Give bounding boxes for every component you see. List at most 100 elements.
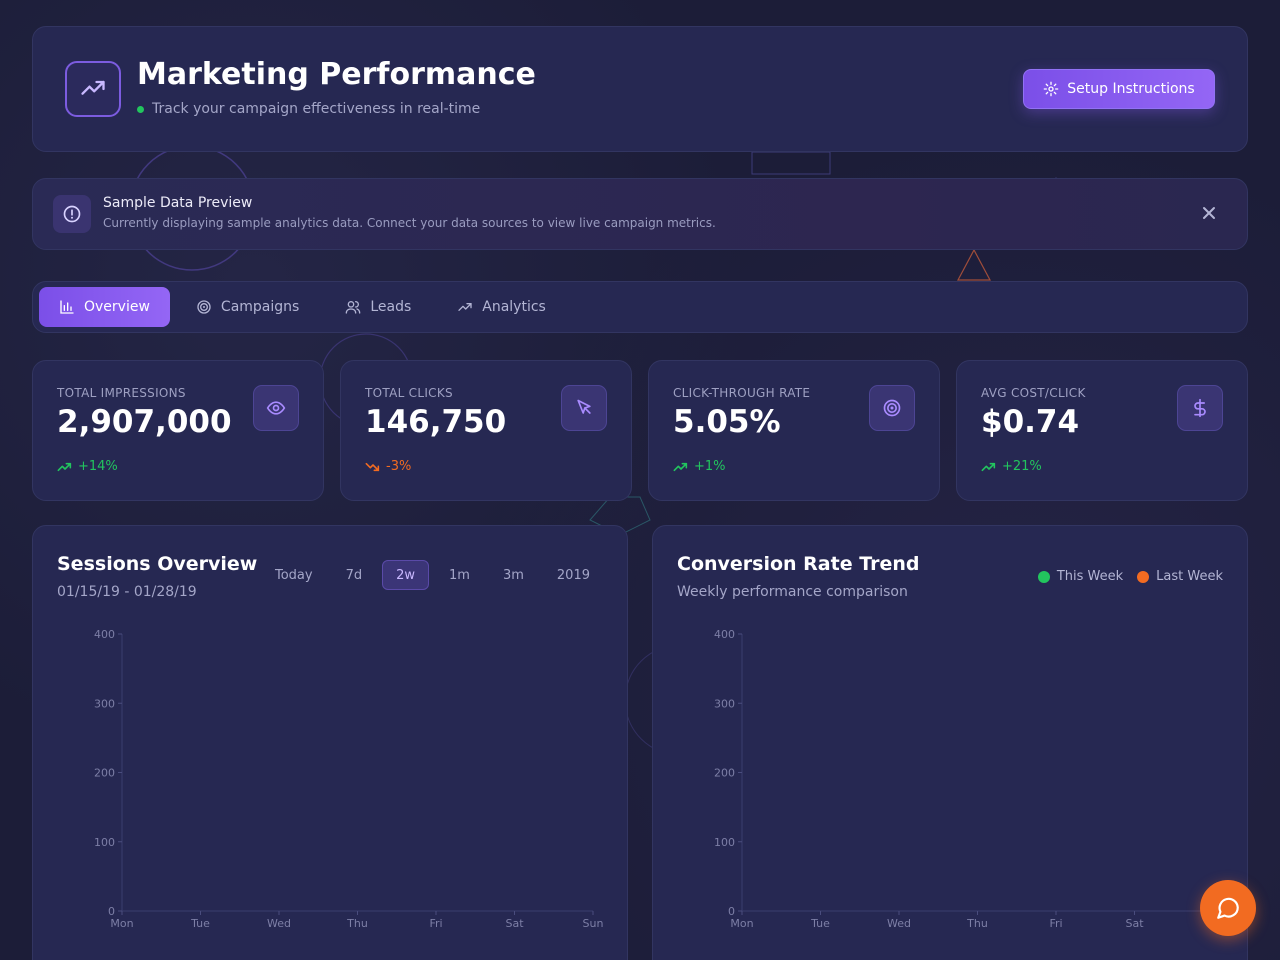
legend-label: This Week: [1056, 569, 1124, 584]
legend-this-week: This Week: [1037, 569, 1124, 584]
y-tick-label: 300: [714, 697, 735, 710]
sample-data-notice: Sample Data Preview Currently displaying…: [32, 178, 1248, 250]
tab-leads[interactable]: Leads: [325, 287, 431, 327]
page-subtitle: Track your campaign effectiveness in rea…: [152, 101, 481, 117]
kpi-label: AVG COST/CLICK: [981, 386, 1086, 400]
sessions-title: Sessions Overview: [57, 553, 258, 575]
kpi-card-cost-per-click: AVG COST/CLICK $0.74 +21%: [956, 360, 1248, 501]
kpi-card-clicks: TOTAL CLICKS 146,750 -3%: [340, 360, 632, 501]
x-tick-label: Sat: [505, 917, 524, 930]
kpi-change: +1%: [673, 459, 726, 474]
conversion-subtitle: Weekly performance comparison: [677, 584, 908, 600]
tab-analytics-label: Analytics: [482, 299, 546, 315]
live-status-dot: [137, 105, 144, 113]
y-tick-label: 300: [94, 697, 115, 710]
x-tick-label: Mon: [730, 917, 753, 930]
trend-up-icon: [57, 462, 72, 471]
tab-overview-label: Overview: [84, 299, 150, 315]
trend-down-icon: [365, 462, 380, 471]
gear-icon: [1043, 81, 1059, 97]
x-tick-label: Fri: [1049, 917, 1062, 930]
conversion-legend: This Week Last Week: [1037, 569, 1223, 584]
setup-instructions-label: Setup Instructions: [1067, 81, 1195, 97]
x-tick-label: Thu: [346, 917, 368, 930]
chat-bubble-icon: [1217, 897, 1239, 919]
x-tick-label: Thu: [966, 917, 988, 930]
tab-campaigns[interactable]: Campaigns: [176, 287, 319, 327]
notice-text: Currently displaying sample analytics da…: [103, 216, 716, 230]
x-tick-label: Tue: [190, 917, 210, 930]
target-icon: [197, 300, 211, 314]
eye-icon: [253, 385, 299, 431]
sessions-overview-panel: Sessions Overview 01/15/19 - 01/28/19 To…: [32, 525, 628, 960]
main-tabs: Overview Campaigns Leads Analytics: [32, 281, 1248, 333]
notice-icon-box: [53, 195, 91, 233]
range-2w-button[interactable]: 2w: [382, 560, 430, 590]
x-tick-label: Fri: [429, 917, 442, 930]
chat-button[interactable]: [1200, 880, 1256, 936]
kpi-change-value: +1%: [694, 459, 726, 474]
y-tick-label: 400: [714, 628, 735, 641]
x-tick-label: Mon: [110, 917, 133, 930]
y-tick-label: 100: [94, 836, 115, 849]
conversion-chart: 0 100 200 300 400 Mon Tue Wed Thu Fri Sat: [714, 628, 1213, 930]
y-tick-label: 0: [108, 905, 115, 918]
legend-last-week: Last Week: [1137, 569, 1223, 584]
conversion-title: Conversion Rate Trend: [677, 553, 920, 575]
y-tick-label: 0: [728, 905, 735, 918]
page-title: Marketing Performance: [137, 57, 536, 92]
kpi-card-impressions: TOTAL IMPRESSIONS 2,907,000 +14%: [32, 360, 324, 501]
sessions-chart: 0 100 200 300 400 Mon Tue Wed Thu Fri Sat Sun: [94, 628, 604, 930]
close-icon[interactable]: [1199, 203, 1219, 223]
sessions-range-selector: Today 7d 2w 1m 3m 2019: [262, 560, 603, 590]
x-tick-label: Sun: [583, 917, 604, 930]
tab-leads-label: Leads: [370, 299, 412, 315]
users-icon: [345, 301, 361, 314]
tab-campaigns-label: Campaigns: [220, 299, 300, 315]
x-tick-label: Wed: [887, 917, 911, 930]
x-tick-label: Sat: [1125, 917, 1144, 930]
range-7d-button[interactable]: 7d: [345, 567, 363, 583]
kpi-card-ctr: CLICK-THROUGH RATE 5.05% +1%: [648, 360, 940, 501]
kpi-change: -3%: [365, 459, 411, 474]
x-tick-label: Wed: [267, 917, 291, 930]
tab-overview[interactable]: Overview: [39, 287, 170, 327]
dollar-icon: [1177, 385, 1223, 431]
y-tick-label: 100: [714, 836, 735, 849]
kpi-value: 2,907,000: [57, 404, 232, 440]
range-3m-button[interactable]: 3m: [502, 567, 524, 583]
legend-dot-this-week: [1037, 570, 1050, 583]
kpi-change: +21%: [981, 459, 1042, 474]
page-subtitle-row: Track your campaign effectiveness in rea…: [137, 101, 480, 117]
range-2019-button[interactable]: 2019: [556, 567, 590, 583]
y-tick-label: 400: [94, 628, 115, 641]
range-1m-button[interactable]: 1m: [449, 567, 470, 583]
target-icon: [869, 385, 915, 431]
trending-up-icon: [81, 80, 105, 95]
tab-analytics[interactable]: Analytics: [437, 287, 566, 327]
y-tick-label: 200: [94, 767, 115, 780]
alert-circle-icon: [63, 205, 81, 223]
setup-instructions-button[interactable]: Setup Instructions: [1023, 69, 1215, 109]
conversion-trend-panel: Conversion Rate Trend Weekly performance…: [652, 525, 1248, 960]
kpi-value: $0.74: [981, 404, 1080, 440]
legend-dot-last-week: [1137, 570, 1150, 583]
cursor-icon: [561, 385, 607, 431]
kpi-label: CLICK-THROUGH RATE: [673, 386, 811, 400]
trending-up-icon: [458, 303, 472, 311]
legend-label: Last Week: [1156, 569, 1223, 584]
x-tick-label: Tue: [810, 917, 830, 930]
trend-up-icon: [981, 462, 996, 471]
kpi-change-value: +14%: [78, 459, 118, 474]
kpi-change-value: -3%: [386, 459, 412, 474]
kpi-label: TOTAL IMPRESSIONS: [57, 386, 186, 400]
notice-title: Sample Data Preview: [103, 195, 253, 211]
bar-chart-icon: [60, 300, 74, 314]
trend-up-icon: [673, 462, 688, 471]
kpi-value: 5.05%: [673, 404, 781, 440]
kpi-change-value: +21%: [1002, 459, 1042, 474]
kpi-value: 146,750: [365, 404, 507, 440]
logo: [65, 61, 121, 117]
range-today-button[interactable]: Today: [274, 567, 313, 583]
